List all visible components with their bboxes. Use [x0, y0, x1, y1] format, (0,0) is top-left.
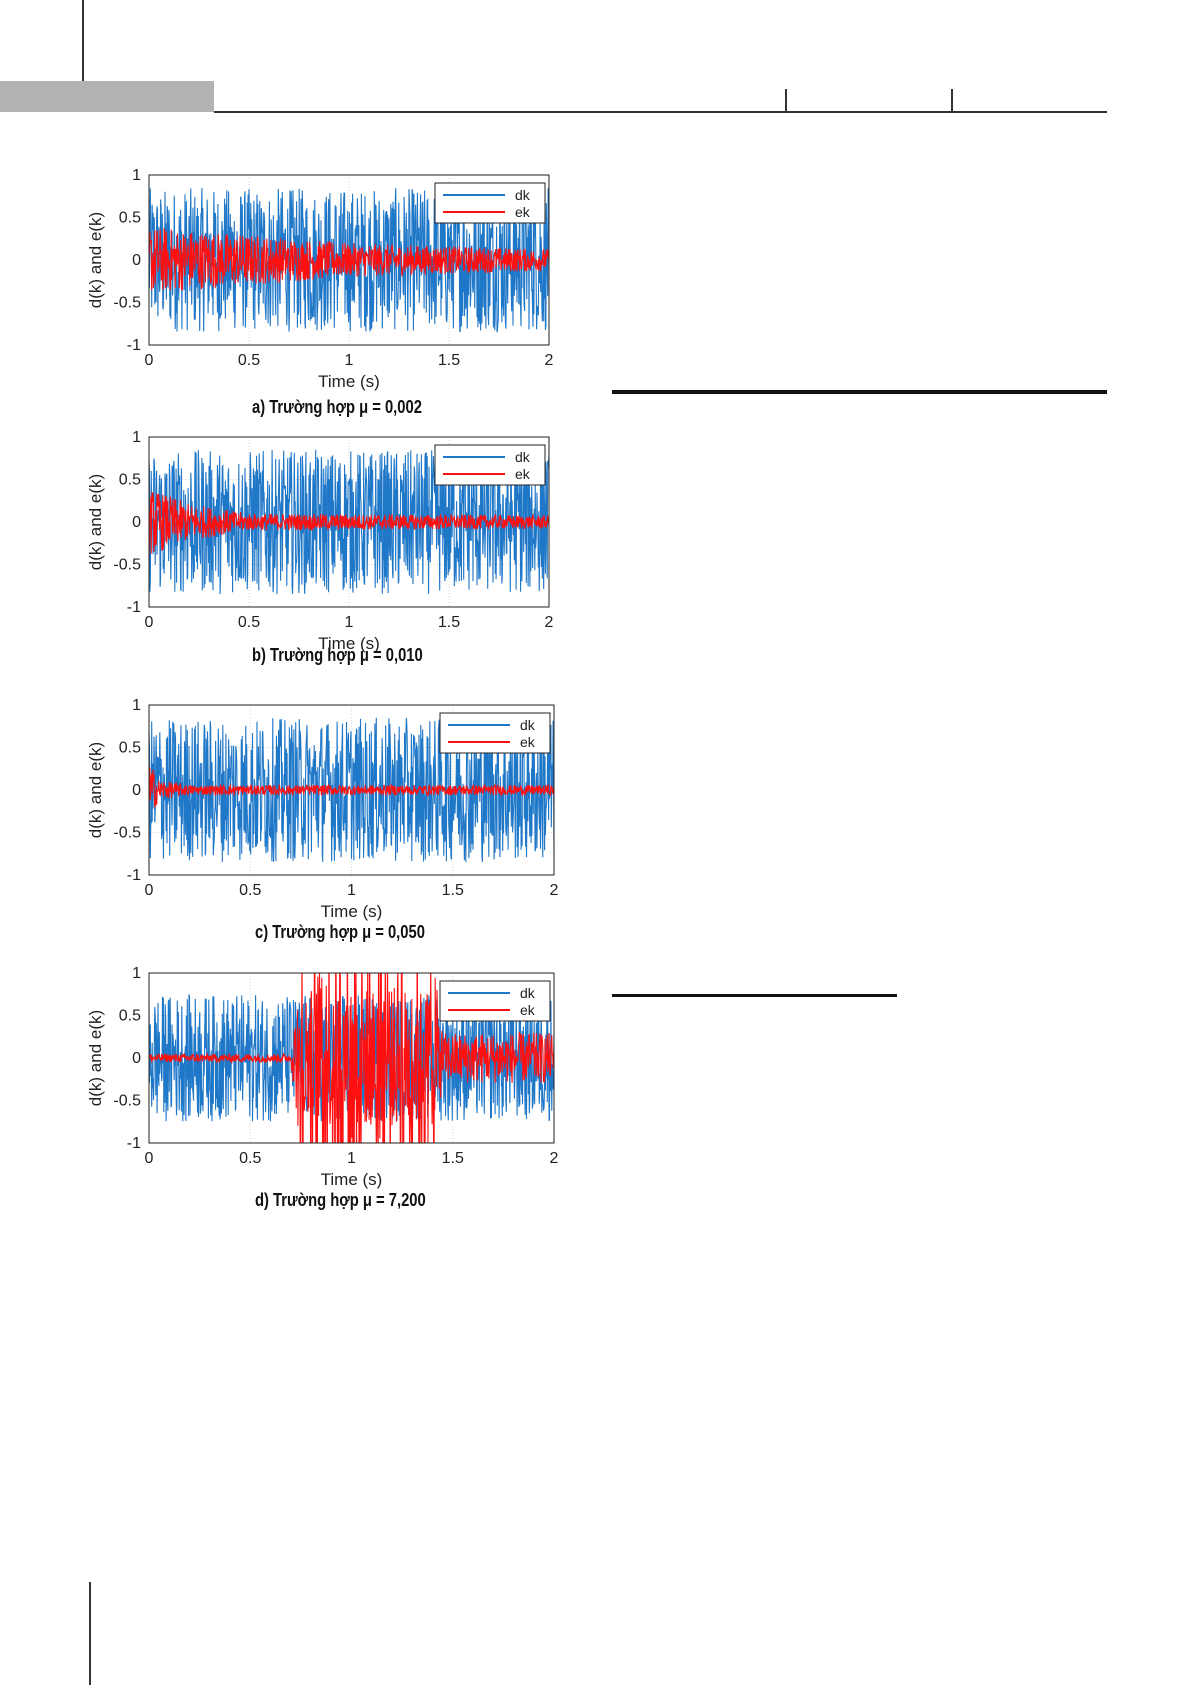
plot-frame — [148, 972, 555, 1144]
x-tick-label: 0.5 — [239, 1150, 261, 1167]
y-axis-label: d(k) and e(k) — [86, 742, 105, 838]
y-tick-label: -0.5 — [113, 557, 141, 574]
x-tick-label: 1.5 — [442, 1150, 464, 1167]
y-tick-label: 0.5 — [119, 472, 141, 489]
header-divider-2 — [951, 89, 953, 112]
y-tick-label: 1 — [132, 167, 141, 184]
y-tick-label: 1 — [132, 697, 141, 714]
y-axis-label: d(k) and e(k) — [86, 474, 105, 570]
header-rule — [214, 111, 1107, 113]
x-axis-label: Time (s) — [321, 902, 383, 921]
x-tick-label: 1.5 — [438, 352, 460, 369]
plot-frame — [148, 436, 550, 608]
y-tick-label: -1 — [127, 599, 141, 616]
x-tick-label: 1 — [347, 1150, 356, 1167]
x-tick-label: 2 — [550, 1150, 559, 1167]
x-tick-label: 0 — [145, 882, 154, 899]
y-tick-label: 0 — [132, 1050, 141, 1067]
chart-b: 0 0.5 1 1.5 2 -1 -0.5 0 0.5 1 Time (s) d(k) and e(k… — [85, 427, 585, 659]
y-tick-label: 0 — [132, 782, 141, 799]
legend-label-dk: dk — [520, 985, 536, 1001]
x-tick-label: 1.5 — [438, 614, 460, 631]
legend-box — [439, 712, 551, 754]
legend-box — [434, 444, 546, 486]
series-ek — [149, 973, 554, 1143]
legend-label-ek: ek — [515, 204, 531, 220]
y-tick-label: 0.5 — [119, 1008, 141, 1025]
y-tick-label: 0 — [132, 252, 141, 269]
x-tick-label: 0.5 — [238, 614, 260, 631]
chart-a: 0 0.5 1 1.5 2 -1 -0.5 0 0.5 1 Time (s) d(k) and e(k… — [85, 165, 585, 397]
x-tick-label: 1.5 — [442, 882, 464, 899]
footer-vertical-rule — [89, 1582, 91, 1685]
y-tick-label: -1 — [127, 337, 141, 354]
x-tick-label: 0.5 — [239, 882, 261, 899]
y-axis-label: d(k) and e(k) — [86, 212, 105, 308]
chart-b-svg: 0 0.5 1 1.5 2 -1 -0.5 0 0.5 1 Time (s) d(k) and e(k… — [86, 429, 554, 653]
x-tick-label: 1 — [345, 614, 354, 631]
section-rule-2 — [612, 994, 897, 997]
y-axis-label: d(k) and e(k) — [86, 1010, 105, 1106]
chart-d-svg: 0 0.5 1 1.5 2 -1 -0.5 0 0.5 1 Time (s) d(k) and e(k… — [86, 965, 559, 1189]
header-divider-1 — [785, 89, 787, 112]
legend-label-ek: ek — [515, 466, 531, 482]
x-tick-label: 0 — [145, 614, 154, 631]
x-tick-label: 0.5 — [238, 352, 260, 369]
caption-a: a) Trường hợp μ = 0,002 — [252, 397, 422, 417]
plot-frame — [148, 704, 555, 876]
legend-label-dk: dk — [520, 717, 536, 733]
x-axis-label: Time (s) — [318, 372, 380, 391]
y-tick-label: -1 — [127, 867, 141, 884]
series-ek — [149, 227, 549, 291]
y-tick-label: -1 — [127, 1135, 141, 1152]
chart-c-svg: 0 0.5 1 1.5 2 -1 -0.5 0 0.5 1 Time (s) d(k) and e(k… — [86, 697, 559, 921]
legend-label-ek: ek — [520, 734, 536, 750]
caption-c: c) Trường hợp μ = 0,050 — [255, 922, 425, 942]
legend-label-dk: dk — [515, 187, 531, 203]
header-gray-band — [0, 81, 214, 112]
x-tick-label: 2 — [545, 352, 554, 369]
series-dk — [149, 188, 549, 333]
x-tick-label: 0 — [145, 1150, 154, 1167]
y-tick-label: 0.5 — [119, 210, 141, 227]
y-tick-label: 1 — [132, 965, 141, 982]
chart-d: 0 0.5 1 1.5 2 -1 -0.5 0 0.5 1 Time (s) d(k) and e(k… — [85, 963, 590, 1195]
x-tick-label: 1 — [347, 882, 356, 899]
x-tick-label: 2 — [550, 882, 559, 899]
caption-b: b) Trường hợp μ = 0,010 — [252, 645, 423, 665]
chart-a-svg: 0 0.5 1 1.5 2 -1 -0.5 0 0.5 1 Time (s) d(k) and e(k… — [86, 167, 554, 391]
section-rule-1 — [612, 390, 1107, 394]
y-tick-label: -0.5 — [113, 825, 141, 842]
legend-box — [434, 182, 546, 224]
legend-box — [439, 980, 551, 1022]
legend-label-ek: ek — [520, 1002, 536, 1018]
legend-label-dk: dk — [515, 449, 531, 465]
x-tick-label: 0 — [145, 352, 154, 369]
header-vertical-rule — [82, 0, 84, 82]
series-ek — [149, 491, 549, 556]
y-tick-label: -0.5 — [113, 1093, 141, 1110]
y-tick-label: 1 — [132, 429, 141, 446]
x-axis-label: Time (s) — [318, 634, 380, 653]
chart-c: 0 0.5 1 1.5 2 -1 -0.5 0 0.5 1 Time (s) d(k) and e(k… — [85, 695, 590, 927]
x-axis-label: Time (s) — [321, 1170, 383, 1189]
y-tick-label: -0.5 — [113, 295, 141, 312]
plot-frame — [148, 174, 550, 346]
y-tick-label: 0.5 — [119, 740, 141, 757]
series-ek — [149, 767, 554, 808]
caption-d: d) Trường hợp μ = 7,200 — [255, 1190, 426, 1210]
x-tick-label: 2 — [545, 614, 554, 631]
x-tick-label: 1 — [345, 352, 354, 369]
y-tick-label: 0 — [132, 514, 141, 531]
